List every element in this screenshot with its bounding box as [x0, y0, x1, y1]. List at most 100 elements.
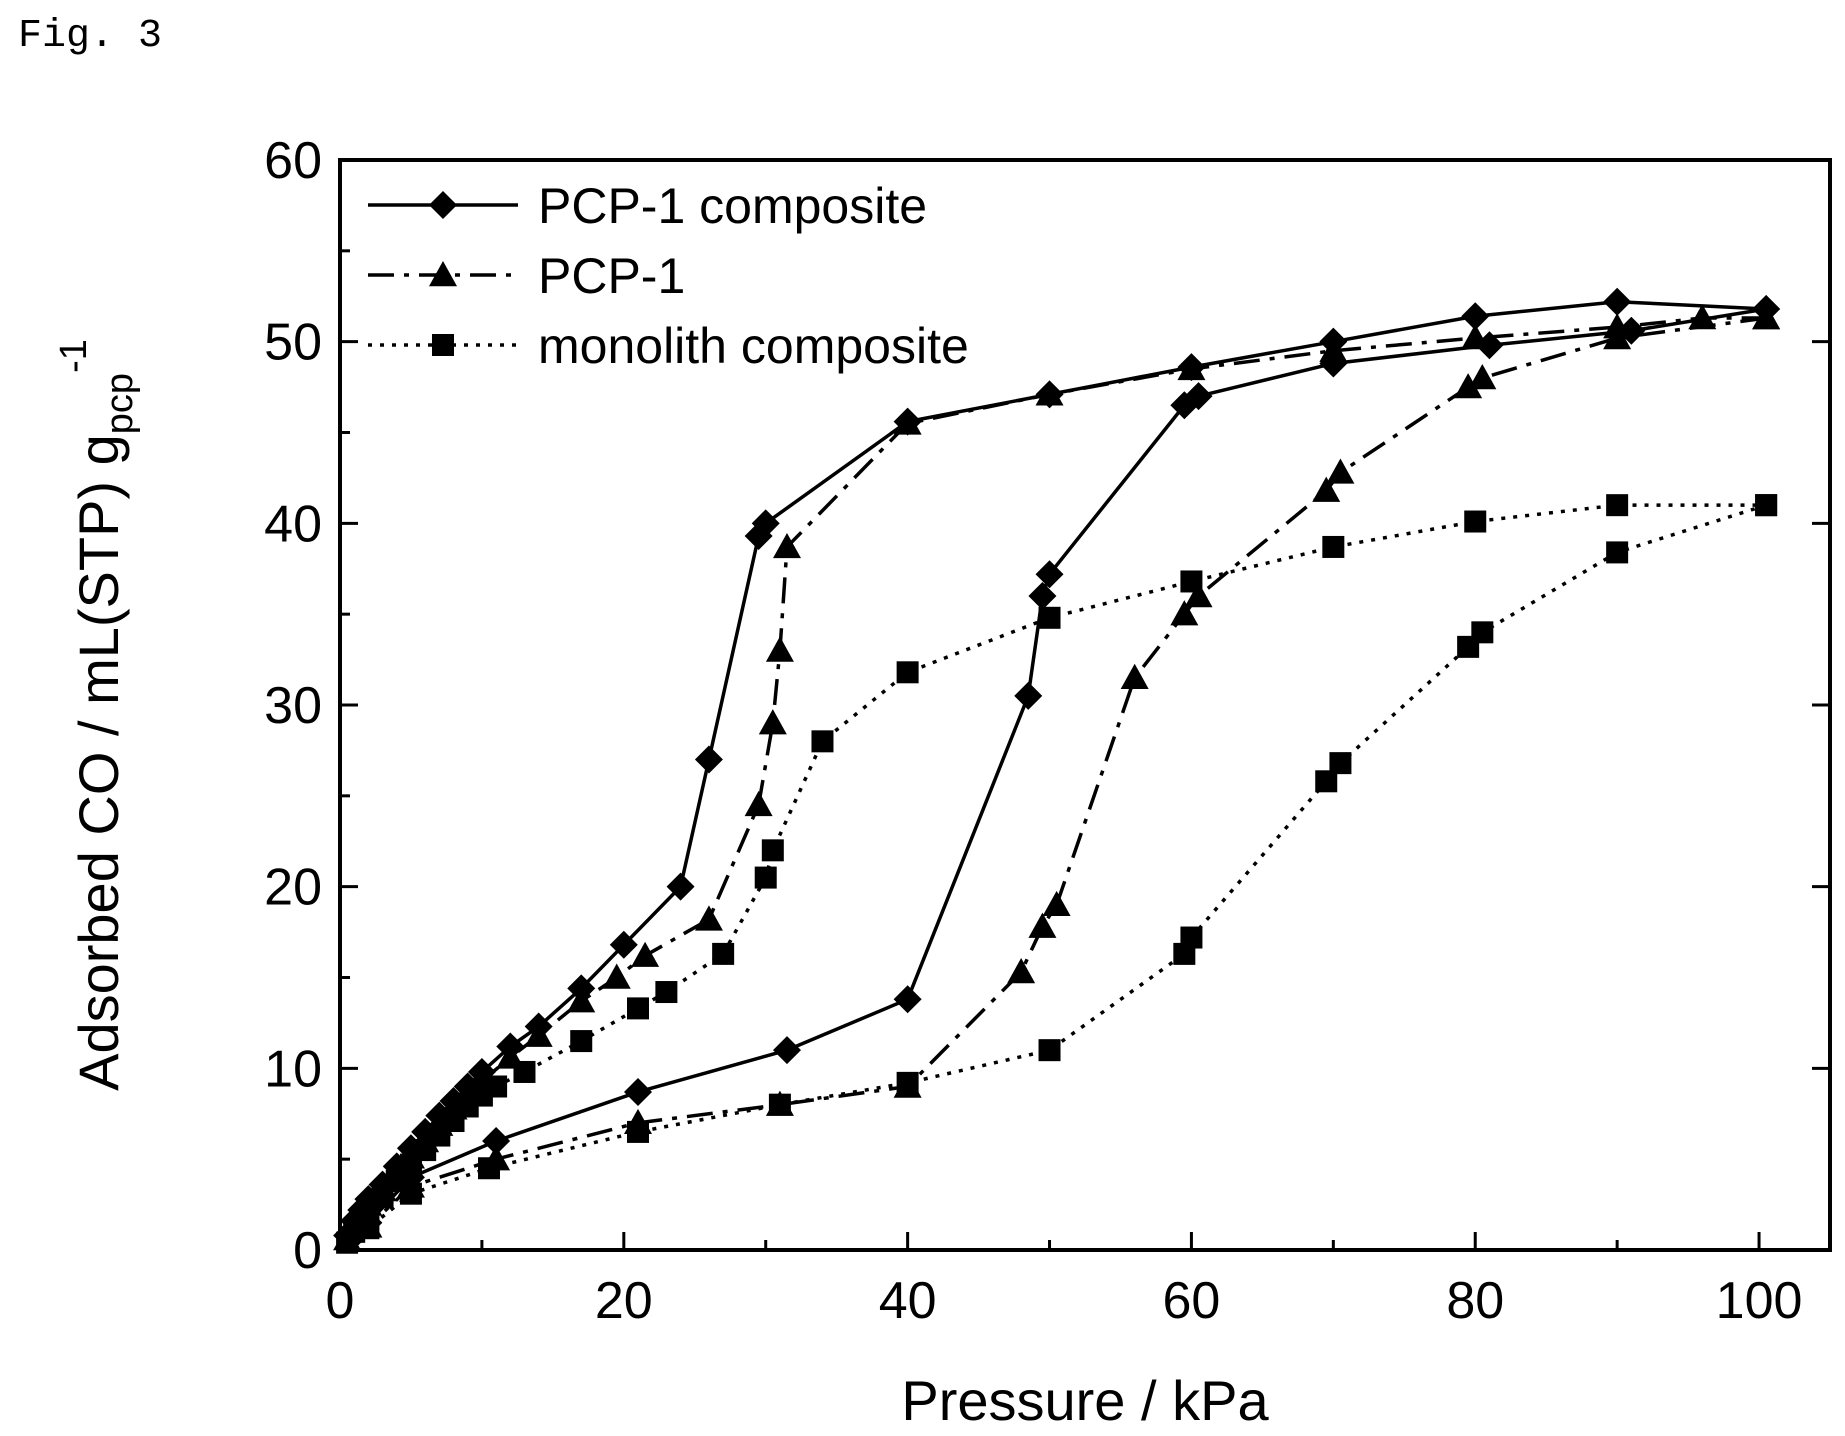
x-tick-label: 80 [1446, 1272, 1504, 1330]
tick-labels: 0 20 40 60 80 100 0 10 20 30 40 50 60 [264, 132, 1802, 1330]
series-0-adsorption-point [1461, 302, 1490, 331]
series-0-desorption-point [773, 1036, 801, 1065]
legend-marker-2 [432, 334, 454, 356]
legend-label-0: PCP-1 composite [538, 178, 927, 234]
series-1-adsorption-point [1461, 324, 1490, 350]
series-2-desorption-point [768, 1093, 791, 1116]
series-0-desorption-point [1170, 391, 1199, 420]
series-1-desorption-point [1603, 324, 1632, 350]
series-0-adsorption-point [751, 509, 780, 538]
y-tick-label: 20 [264, 859, 322, 917]
series-1-desorption-point [1170, 600, 1199, 626]
series-2-adsorption-point [1322, 535, 1345, 558]
series-2-desorption-point [1173, 942, 1196, 965]
y-axis-title: Adsorbed CO / mL(STP) gpcp-1 [53, 339, 141, 1091]
series-2-adsorption-point [655, 981, 678, 1004]
y-tick-label: 0 [293, 1222, 322, 1280]
series-2-adsorption-point [754, 866, 777, 889]
legend-marker-1 [429, 261, 457, 287]
series-1-adsorption-line [345, 316, 1767, 1240]
series-0-desorption-point [482, 1127, 511, 1155]
legend-label-2: monolith composite [538, 318, 969, 374]
series-1-adsorption-point [1319, 336, 1348, 362]
series-2-adsorption-point [513, 1060, 536, 1083]
series-2-adsorption-point [761, 839, 784, 862]
series-2-adsorption-point [1464, 510, 1487, 533]
series-0-desorption-point [1014, 681, 1043, 710]
legend-marker-0 [429, 191, 457, 219]
plot-frame [338, 158, 1832, 1252]
series-2-adsorption-point [896, 661, 919, 684]
series-2-adsorption-point [1180, 570, 1203, 593]
series-2-desorption-line [367, 503, 1767, 1230]
series-1-adsorption-point [524, 1021, 553, 1047]
axis-ticks [338, 158, 1830, 1252]
series-1-desorption-point [1468, 364, 1497, 390]
series-1-desorption-point [1120, 663, 1149, 689]
series-0-desorption-point [624, 1077, 652, 1106]
series-0-desorption-point [1035, 560, 1064, 589]
series-1-adsorption-point [1688, 304, 1717, 330]
series-1-desorption-point [1007, 958, 1036, 984]
series-2-adsorption-point [712, 942, 735, 965]
x-axis-title: Pressure / kPa [901, 1369, 1269, 1432]
series-1-adsorption-point [631, 941, 660, 967]
series-0-adsorption-point [666, 872, 695, 901]
series-2-desorption-point [1038, 1039, 1061, 1062]
series-1-desorption-point [1184, 582, 1213, 608]
y-tick-label: 50 [264, 314, 322, 372]
figure-label: Fig. 3 [18, 14, 163, 59]
series-1-desorption-point [1454, 373, 1483, 399]
x-tick-label: 40 [879, 1272, 937, 1330]
legend: PCP-1 composite PCP-1 monolith composite [368, 178, 969, 374]
series-0-adsorption-point [1603, 287, 1632, 316]
series-1-adsorption-point [758, 709, 787, 735]
y-tick-label: 10 [264, 1040, 322, 1098]
series-2-desorption-point [357, 1217, 380, 1240]
series-2-adsorption-point [570, 1030, 593, 1053]
series-1-desorption-point [1028, 912, 1057, 938]
series-2-desorption-point [1457, 635, 1480, 658]
series-0-adsorption-line [345, 299, 1767, 1237]
series-1-desorption-point [1752, 304, 1781, 330]
series-1-adsorption-point [893, 409, 922, 435]
series-2-desorption-point [1755, 494, 1778, 517]
series-2-adsorption-point [627, 997, 649, 1020]
series-1-desorption-point [1326, 458, 1355, 484]
y-tick-label: 60 [264, 132, 322, 190]
x-tick-label: 100 [1716, 1272, 1803, 1330]
x-tick-label: 20 [595, 1272, 653, 1330]
series-1-adsorption-point [1177, 354, 1206, 381]
series-0-desorption-point [893, 985, 922, 1014]
series-0-desorption-line [353, 307, 1767, 1237]
series-2-desorption-point [399, 1182, 422, 1205]
x-tick-label: 0 [326, 1272, 355, 1330]
series-2-desorption-point [627, 1120, 649, 1143]
y-tick-label: 30 [264, 677, 322, 735]
series-0 [333, 287, 1781, 1250]
series-1-adsorption-point [694, 905, 723, 931]
series-1-desorption-line [367, 316, 1767, 1228]
series-0-adsorption-point [694, 745, 723, 774]
series-1-adsorption-point [744, 790, 773, 817]
y-axis-title-superscript: -1 [53, 339, 95, 373]
series-2-adsorption-point [1038, 606, 1061, 629]
series-2-adsorption-point [485, 1075, 508, 1098]
series-1-desorption-point [1312, 476, 1341, 502]
series-2 [336, 494, 1778, 1254]
series-1-adsorption-point [1035, 380, 1064, 406]
series-0-adsorption-point [609, 930, 638, 959]
series-1 [333, 304, 1781, 1251]
series-2-adsorption-point [811, 730, 834, 753]
series-2-desorption-point [896, 1071, 919, 1094]
y-tick-label: 40 [264, 495, 322, 553]
plot-series [333, 287, 1781, 1254]
y-axis-title-subscript: pcp [99, 373, 141, 434]
legend-label-1: PCP-1 [538, 248, 685, 304]
series-1-adsorption-point [773, 532, 801, 559]
x-tick-label: 60 [1163, 1272, 1221, 1330]
series-2-desorption-point [478, 1157, 500, 1180]
y-axis-title-main: Adsorbed CO / mL(STP) g [67, 434, 130, 1091]
series-1-adsorption-point [602, 963, 631, 989]
